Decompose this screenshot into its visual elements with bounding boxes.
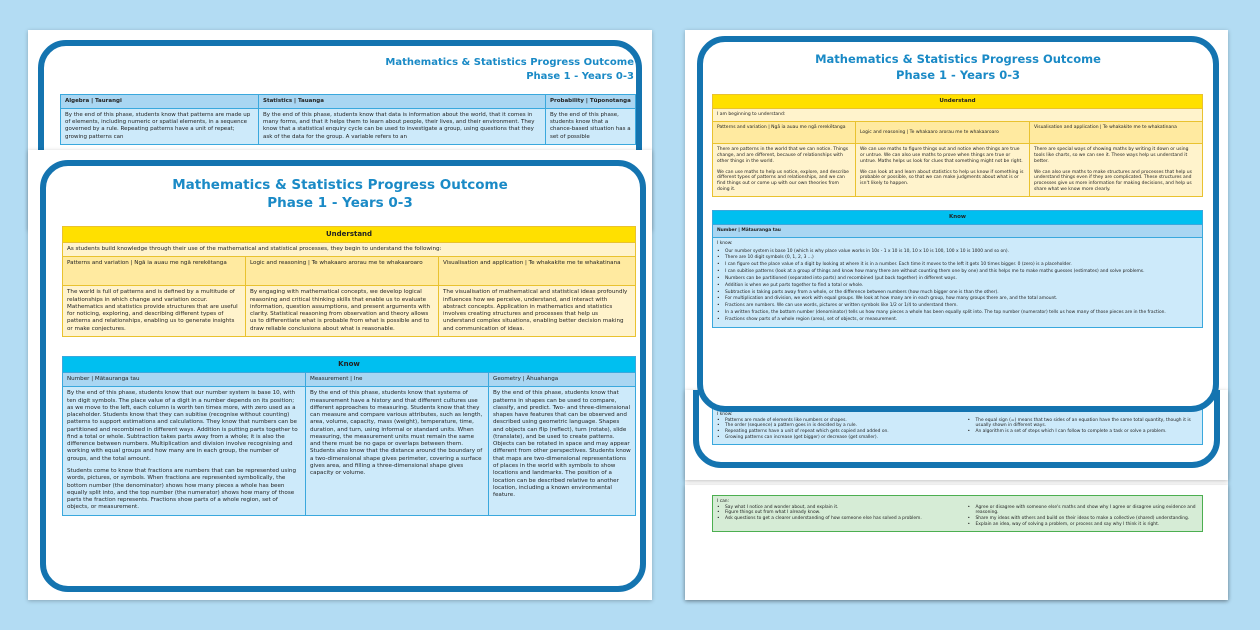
title-line-2: Phase 1 - Years 0-3: [267, 195, 413, 212]
list-item: Fractions are numbers. We can use words,…: [717, 303, 1198, 310]
know-table: Know Number | Mātauranga tau Measurement …: [62, 355, 636, 516]
u-body-visualisation: There are special ways of showing maths …: [1029, 142, 1203, 197]
i-know-list-right: The equal sign (=) means that two sides …: [968, 418, 1199, 441]
number-paragraph: By the end of this phase, students know …: [67, 390, 298, 462]
paragraph: There are special ways of showing maths …: [1034, 146, 1189, 164]
i-know-table: I know: Patterns are made of elements li…: [712, 408, 1203, 445]
list-item: Patterns are made of elements like numbe…: [717, 418, 948, 424]
i-can-list-left: Say what I notice and wonder about, and …: [717, 505, 948, 528]
list-item: Repeating patterns have a unit of repeat…: [717, 429, 948, 435]
know-heading: Know: [62, 355, 636, 374]
k-body-number: I know: Our number system is base 10 (wh…: [712, 236, 1203, 328]
i-can-cell: I can: Say what I notice and wonder abou…: [712, 495, 1203, 532]
understand-heading: Understand: [62, 225, 636, 244]
u-body-logic: By engaging with mathematical concepts, …: [245, 285, 439, 337]
k-header-geometry: Geometry | Āhuahanga: [488, 372, 636, 388]
understand-heading: Understand: [712, 93, 1203, 110]
list-item: I can subitise patterns (look at a group…: [717, 269, 1198, 276]
paragraph: We can also use maths to make structures…: [1034, 169, 1192, 193]
front-right-page: Mathematics & Statistics Progress Outcom…: [697, 36, 1219, 414]
header-probability: Probability | Tūponotanga: [545, 93, 636, 110]
back-left-page: Mathematics & Statistics Progress Outcom…: [28, 30, 652, 230]
body-algebra: By the end of this phase, students know …: [60, 108, 259, 145]
i-can-table: I can: Say what I notice and wonder abou…: [712, 495, 1203, 532]
front-right-title: Mathematics & Statistics Progress Outcom…: [697, 52, 1219, 83]
u-header-visualisation: Visualisation and application | Te whaka…: [438, 256, 636, 287]
k-body-geometry: By the end of this phase, students know …: [488, 386, 636, 516]
list-item: There are 10 digit symbols (0, 1, 2, 3 .…: [717, 255, 1198, 262]
list-item: In a written fraction, the bottom number…: [717, 310, 1198, 317]
front-left-page: Mathematics & Statistics Progress Outcom…: [28, 150, 652, 600]
u-header-visualisation: Visualisation and application | Te whaka…: [1029, 120, 1203, 144]
u-body-patterns: There are patterns in the world that we …: [712, 142, 856, 197]
k-header-measurement: Measurement | Ine: [305, 372, 489, 388]
understand-table: Understand I am beginning to understand:…: [712, 93, 1203, 197]
k-header-number: Number | Mātauranga tau: [62, 372, 306, 388]
title-line-1: Mathematics & Statistics Progress Outcom…: [815, 52, 1101, 66]
list-item: Growing patterns can increase (get bigge…: [717, 435, 948, 441]
list-item: Say what I notice and wonder about, and …: [717, 505, 948, 511]
title-line-1: Mathematics & Statistics Progress Outcom…: [385, 57, 634, 68]
list-item: The order (sequence) a pattern goes in i…: [717, 423, 948, 429]
understand-table: Understand As students build knowledge t…: [62, 225, 636, 337]
number-paragraph: Students come to know that fractions are…: [67, 468, 296, 511]
i-know-cell: I know: Patterns are made of elements li…: [712, 408, 1203, 445]
paragraph: There are patterns in the world that we …: [717, 146, 849, 164]
list-item: Explain an idea, way of solving a proble…: [968, 522, 1199, 528]
bottom-right-page: I can: Say what I notice and wonder abou…: [685, 485, 1228, 600]
i-can-list-right: Agree or disagree with someone else's ma…: [968, 505, 1199, 528]
list-item: Subtraction is taking parts away from a …: [717, 290, 1198, 297]
u-body-patterns: The world is full of patterns and is def…: [62, 285, 246, 337]
body-probability: By the end of this phase, students know …: [545, 108, 636, 145]
list-item: The equal sign (=) means that two sides …: [968, 418, 1199, 429]
body-statistics: By the end of this phase, students know …: [258, 108, 546, 145]
u-header-logic: Logic and reasoning | Te whakaaro arorau…: [855, 120, 1030, 144]
list-item: Ask questions to get a clearer understan…: [717, 516, 948, 522]
number-list: Our number system is base 10 (which is w…: [717, 249, 1198, 324]
u-header-patterns: Patterns and variation | Ngā ia auau me …: [62, 256, 246, 287]
k-body-measurement: By the end of this phase, students know …: [305, 386, 489, 516]
u-body-visualisation: The visualisation of mathematical and st…: [438, 285, 636, 337]
list-item: I can figure out the place value of a di…: [717, 262, 1198, 269]
front-left-title: Mathematics & Statistics Progress Outcom…: [28, 176, 652, 212]
know-heading: Know: [712, 209, 1203, 226]
back-left-table: Algebra | Taurangi Statistics | Tauanga Pr…: [60, 93, 636, 145]
list-item: Share my ideas with others and build on …: [968, 516, 1199, 522]
know-table: Know Number | Mātauranga tau I know: Our…: [712, 209, 1203, 328]
paragraph: We can use maths to figure things out an…: [860, 146, 1023, 164]
list-item: Agree or disagree with someone else's ma…: [968, 505, 1199, 516]
understand-intro: As students build knowledge through thei…: [62, 242, 636, 258]
i-know-intro: I know:: [717, 240, 733, 246]
list-item: For multiplication and division, we work…: [717, 296, 1198, 303]
list-item: Addition is when we put parts together t…: [717, 283, 1198, 290]
header-statistics: Statistics | Tauanga: [258, 93, 546, 110]
list-item: Fractions show parts of a whole region (…: [717, 317, 1198, 324]
list-item: Numbers can be partitioned (separated in…: [717, 276, 1198, 283]
title-line-2: Phase 1 - Years 0-3: [896, 67, 1020, 82]
back-left-title: Mathematics & Statistics Progress Outcom…: [385, 56, 634, 83]
header-algebra: Algebra | Taurangi: [60, 93, 259, 110]
u-body-logic: We can use maths to figure things out an…: [855, 142, 1030, 197]
i-can-intro: I can:: [717, 499, 730, 504]
i-know-list-left: Patterns are made of elements like numbe…: [717, 418, 948, 441]
k-header-number: Number | Mātauranga tau: [712, 224, 1203, 238]
paragraph: We can use maths to help us notice, expl…: [717, 169, 849, 193]
list-item: Figure things out from what I already kn…: [717, 510, 948, 516]
u-header-logic: Logic and reasoning | Te whakaaro arorau…: [245, 256, 439, 287]
title-line-2: Phase 1 - Years 0-3: [526, 70, 634, 82]
paragraph: We can look at and learn about statistic…: [860, 169, 1024, 187]
title-line-1: Mathematics & Statistics Progress Outcom…: [172, 177, 508, 193]
list-item: An algorithm is a set of steps which I c…: [968, 429, 1199, 435]
k-body-number: By the end of this phase, students know …: [62, 386, 306, 516]
i-know-intro: I know:: [717, 412, 733, 417]
list-item: Our number system is base 10 (which is w…: [717, 249, 1198, 256]
u-header-patterns: Patterns and variation | Ngā ia auau me …: [712, 120, 856, 144]
understand-intro: I am beginning to understand:: [712, 108, 1203, 122]
